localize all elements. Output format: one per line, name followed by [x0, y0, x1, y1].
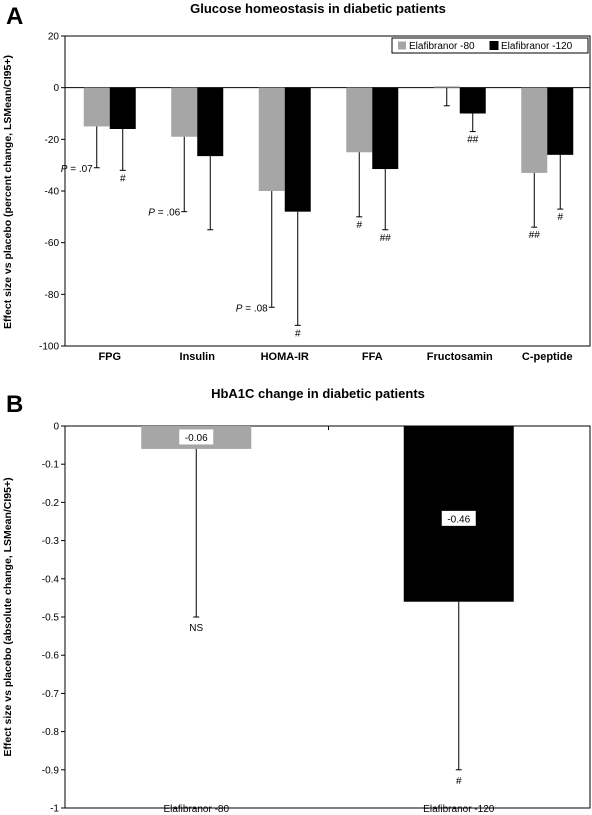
significance-annotation: ## — [467, 135, 479, 146]
value-label-box — [179, 429, 214, 445]
value-label: -0.46 — [447, 514, 470, 525]
bar-elafibranor-120 — [459, 87, 486, 114]
y-tick-label: -0.7 — [42, 689, 60, 700]
significance-annotation: P = .07 — [61, 164, 93, 175]
bar-elafibranor-80 — [83, 87, 110, 127]
bar-elafibranor-80 — [346, 87, 373, 153]
bar-elafibranor-120 — [284, 87, 311, 212]
y-tick-label: -20 — [45, 135, 60, 146]
bar-elafibranor-80 — [521, 87, 548, 173]
panel-a-plot-frame — [64, 35, 591, 347]
panel-b-title: HbA1C change in diabetic patients — [211, 386, 425, 401]
significance-annotation: # — [295, 328, 301, 339]
bar-elafibranor-120 — [109, 87, 136, 129]
panel-a-letter: A — [6, 3, 23, 30]
x-category-label: FFA — [362, 351, 383, 363]
legend: Elafibranor -80 Elafibranor -120 — [391, 37, 589, 54]
panel-a-title: Glucose homeostasis in diabetic patients — [190, 1, 446, 16]
significance-annotation: P = .06 — [148, 208, 180, 219]
x-category-label: Elafibranor -120 — [423, 804, 495, 815]
significance-annotation: ## — [380, 233, 392, 244]
y-tick-label: 0 — [53, 422, 59, 433]
y-tick-label: 20 — [48, 32, 60, 43]
y-tick-label: -1 — [50, 804, 59, 815]
legend-entry: Elafibranor -80 — [409, 41, 475, 52]
y-tick-label: -0.1 — [42, 460, 60, 471]
significance-annotation: # — [456, 776, 462, 787]
y-tick-label: -60 — [45, 238, 60, 249]
x-category-label: HOMA-IR — [261, 351, 309, 363]
legend-swatch — [398, 41, 406, 50]
x-category-label: Fructosamin — [427, 351, 493, 363]
bar-elafibranor-80 — [433, 86, 460, 88]
significance-annotation: P = .08 — [236, 303, 268, 314]
panel-b-y-axis-label: Effect size vs placebo (absolute change,… — [2, 477, 14, 756]
y-tick-label: 0 — [53, 83, 59, 94]
x-category-label: Elafibranor -80 — [163, 804, 229, 815]
y-tick-label: -40 — [45, 187, 60, 198]
value-label: -0.06 — [185, 433, 208, 444]
bar-elafibranor-80 — [258, 87, 285, 191]
bar-elafibranor-120 — [197, 87, 224, 157]
y-tick-label: -0.3 — [42, 536, 60, 547]
y-tick-label: -0.6 — [42, 651, 60, 662]
legend-entry: Elafibranor -120 — [501, 41, 573, 52]
bar-elafibranor-120 — [372, 87, 399, 170]
y-tick-label: -0.4 — [42, 574, 60, 585]
bar-elafibranor-80 — [171, 87, 198, 137]
y-tick-label: -80 — [45, 290, 60, 301]
significance-annotation: ## — [529, 230, 541, 241]
significance-annotation: NS — [189, 623, 203, 634]
y-tick-label: -100 — [39, 342, 59, 353]
y-tick-label: -0.9 — [42, 765, 60, 776]
significance-annotation: # — [356, 220, 362, 231]
panel-b-plot: 0 -0.1 -0.2 -0.3 -0.4 -0.5 -0.6 -0.7 -0.8 -0.9 -1 -… — [42, 422, 591, 815]
y-tick-label: -0.8 — [42, 727, 60, 738]
x-category-label: C-peptide — [522, 351, 573, 363]
y-tick-label: -0.2 — [42, 498, 60, 509]
panel-b-letter: B — [6, 391, 23, 418]
significance-annotation: # — [557, 212, 563, 223]
legend-swatch — [489, 41, 499, 50]
value-label-box — [441, 510, 476, 526]
x-category-label: Insulin — [180, 351, 216, 363]
y-tick-label: -0.5 — [42, 613, 60, 624]
panel-a-plot: 20 0 -20 -40 -60 -80 -100 P = .07 # FPG P = .06 Ins… — [39, 32, 591, 363]
significance-annotation: # — [120, 173, 126, 184]
bar-elafibranor-120 — [547, 87, 574, 155]
x-category-label: FPG — [98, 351, 121, 363]
panel-a-y-axis-label: Effect size vs placebo (percent change, … — [2, 55, 14, 329]
